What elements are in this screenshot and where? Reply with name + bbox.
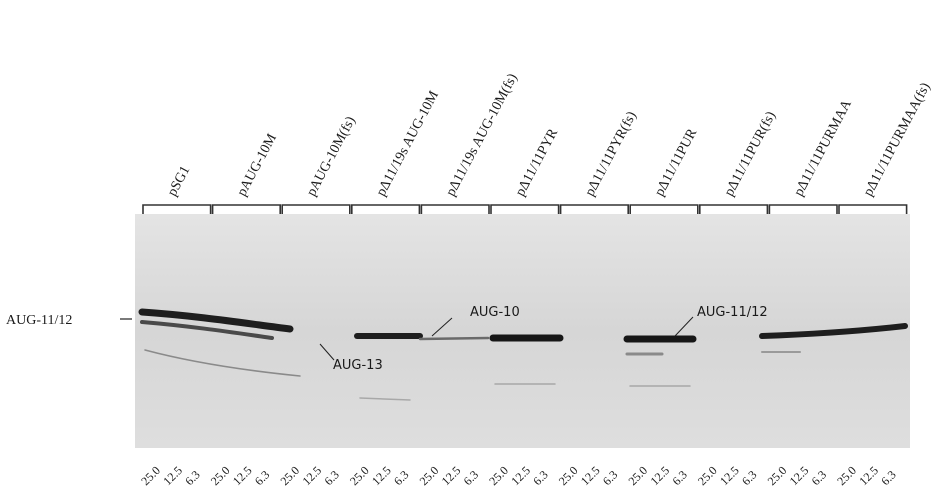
lane-load-label: 12.5	[508, 463, 533, 488]
lane-load-label: 25.0	[208, 463, 233, 488]
lane-load-label: 6.3	[391, 468, 412, 489]
lane-group-label: pΔ11/11PYR	[513, 126, 561, 199]
lane-load-label: 12.5	[787, 463, 812, 488]
bracket	[143, 205, 211, 214]
bracket	[630, 205, 698, 214]
bracket	[213, 205, 281, 214]
band	[420, 338, 488, 339]
lane-load-label: 6.3	[461, 468, 482, 489]
lane-load-label: 6.3	[252, 468, 273, 489]
lane-load-label: 12.5	[647, 463, 672, 488]
lane-load-label: 25.0	[625, 463, 650, 488]
lane-group-label: pAUG-10M	[235, 131, 281, 199]
bracket	[491, 205, 559, 214]
lane-load-label: 12.5	[299, 463, 324, 488]
lane-load-label: 6.3	[321, 468, 342, 489]
lane-load-label: 12.5	[856, 463, 881, 488]
lane-load-label: 12.5	[369, 463, 394, 488]
bracket	[769, 205, 837, 214]
gel-figure: AUG-11/12 AUG-13 AUG-10 AUG-11/12 pSG1 25…	[0, 0, 945, 491]
lane-group-label: pSG1	[165, 164, 193, 199]
lane-load-label: 25.0	[417, 463, 442, 488]
lane-load-label: 25.0	[277, 463, 302, 488]
lane-load-label: 25.0	[765, 463, 790, 488]
lane-load-label: 12.5	[230, 463, 255, 488]
lane-load-label: 25.0	[834, 463, 859, 488]
lane-group-label: pΔ11/11PYR(fs)	[583, 109, 640, 199]
lane-group-label: pΔ11/19s AUG-10M	[374, 88, 442, 199]
lane-group-label: pΔ11/11PURMAA	[791, 97, 855, 199]
lane-load-label: 6.3	[530, 468, 551, 489]
lane-load-label: 6.3	[182, 468, 203, 489]
lane-load-label: 25.0	[556, 463, 581, 488]
lane-load-label: 12.5	[717, 463, 742, 488]
bracket	[839, 205, 907, 214]
lane-load-label: 6.3	[600, 468, 621, 489]
annotation: AUG-10	[470, 305, 520, 320]
lane-load-label: 6.3	[878, 468, 899, 489]
gel-background	[135, 214, 910, 448]
lane-load-label: 25.0	[138, 463, 163, 488]
lane-group-label: pΔ11/19s AUG-10M(fs)	[443, 71, 520, 199]
bracket	[352, 205, 420, 214]
lane-load-label: 25.0	[486, 463, 511, 488]
lane-group-label: pAUG-10M(fs)	[304, 114, 359, 199]
bracket	[282, 205, 350, 214]
page: {"lane_groups": [ {"label": "pSG1", "lan…	[0, 0, 945, 491]
lane-load-label: 6.3	[669, 468, 690, 489]
lane-load-label: 25.0	[347, 463, 372, 488]
lane-group-label: pΔ11/11PUR	[652, 126, 700, 199]
lane-load-label: 12.5	[160, 463, 185, 488]
annotation: AUG-11/12	[697, 305, 768, 320]
bracket	[561, 205, 629, 214]
annotation: AUG-13	[333, 358, 383, 373]
lane-load-label: 6.3	[739, 468, 760, 489]
lane-load-label: 6.3	[809, 468, 830, 489]
lane-group-label: pΔ11/11PUR(fs)	[722, 109, 779, 199]
bracket	[421, 205, 489, 214]
lane-group-label: pΔ11/11PURMAA(fs)	[861, 80, 934, 199]
side-marker: AUG-11/12	[6, 313, 72, 328]
lane-load-label: 12.5	[439, 463, 464, 488]
lane-load-label: 25.0	[695, 463, 720, 488]
lane-load-label: 12.5	[578, 463, 603, 488]
bracket	[700, 205, 768, 214]
